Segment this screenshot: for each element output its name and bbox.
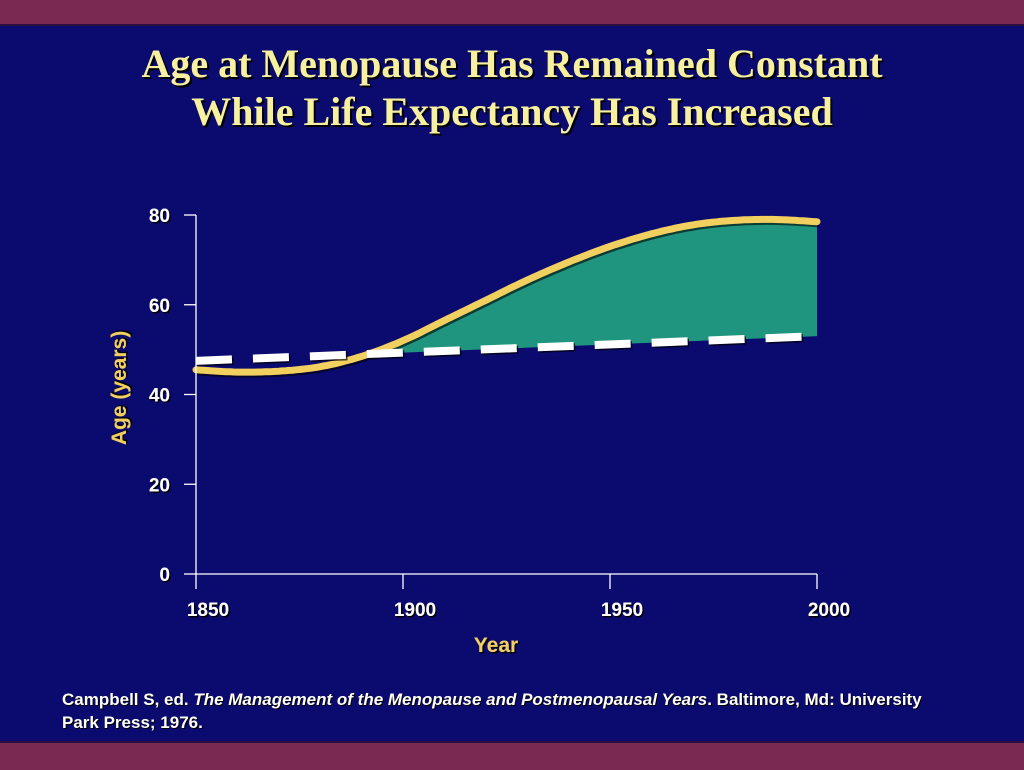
y-axis-title: Age (years) [108,331,131,445]
slide: Age at Menopause Has Remained Constant W… [0,26,1024,741]
y-tick-label: 40 [149,386,170,407]
life-expectancy-line [192,215,821,376]
citation-book-title: The Management of the Menopause and Post… [193,690,708,709]
y-tick-label: 60 [149,296,170,317]
gap-area [371,219,817,354]
x-axis-title: Year [474,634,518,657]
plot-area [192,215,821,378]
x-tick-label: 1950 [601,600,643,621]
title-line-2: While Life Expectancy Has Increased [191,89,833,134]
x-tick-label: 1900 [394,600,436,621]
x-tick-label: 2000 [808,600,850,621]
title-line-1: Age at Menopause Has Remained Constant [141,41,883,86]
top-frame-band [0,0,1024,26]
citation-part-1: Campbell S, ed. [62,690,194,709]
menopause-line [195,332,818,365]
y-tick-label: 80 [149,206,170,227]
bottom-frame-band [0,741,1024,770]
axes: 0 20 40 60 80 1850 1900 1950 2000 [149,206,850,621]
slide-title: Age at Menopause Has Remained Constant W… [0,40,1024,136]
y-tick-label: 20 [149,475,170,496]
x-tick-label: 1850 [187,600,229,621]
y-tick-label: 0 [159,565,170,586]
citation-part-2: . Baltimore, Md: University Park Press; … [62,690,922,732]
citation: Campbell S, ed. The Management of the Me… [62,688,962,734]
